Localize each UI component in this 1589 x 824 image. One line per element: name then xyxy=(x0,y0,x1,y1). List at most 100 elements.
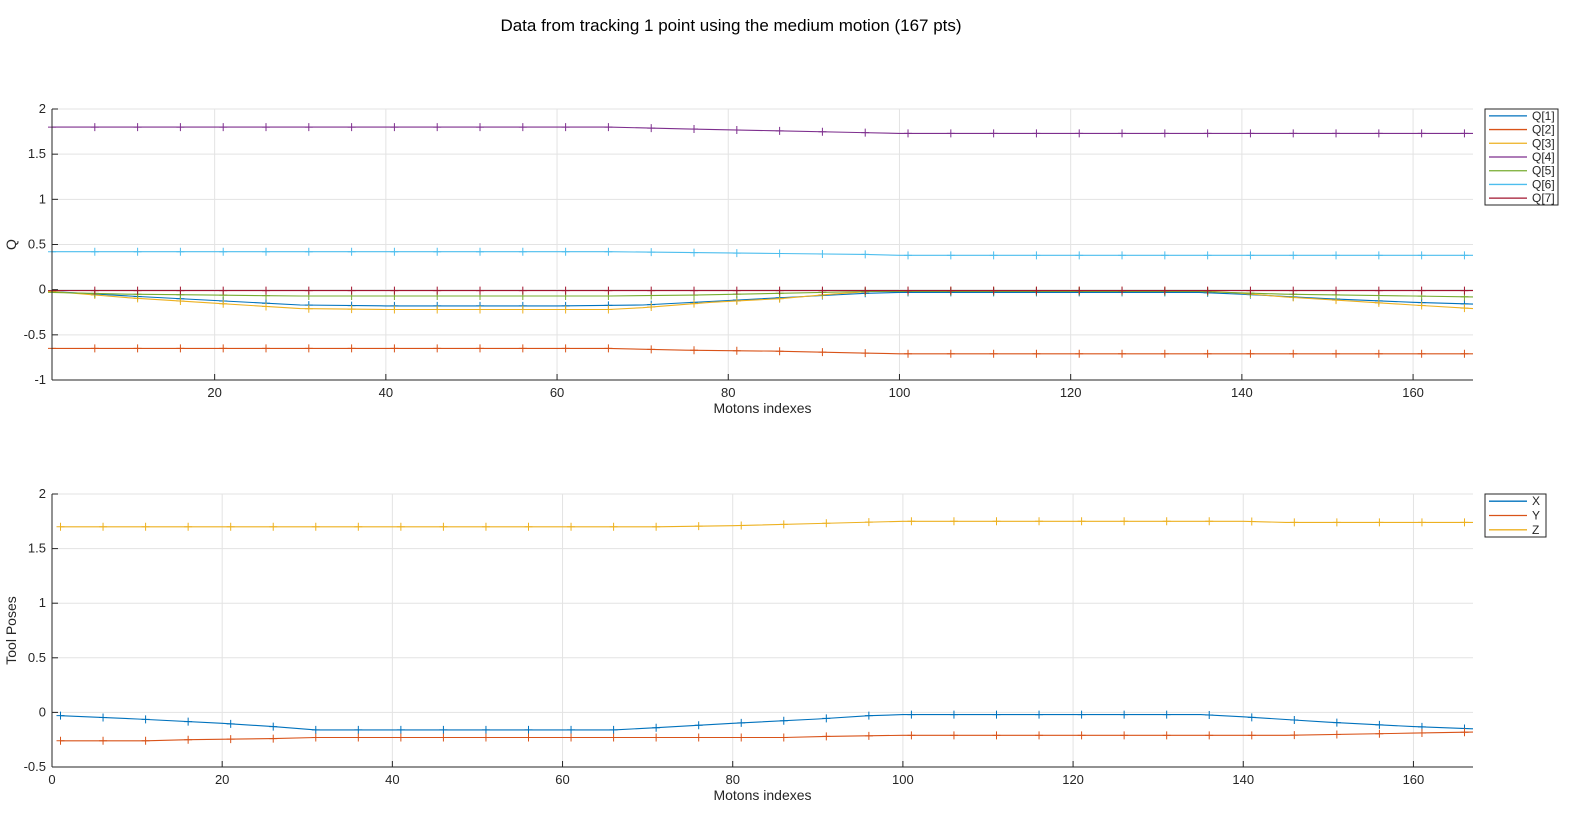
data-point-marker xyxy=(1118,251,1127,260)
data-point-marker xyxy=(476,123,485,132)
data-point-marker xyxy=(1290,716,1299,725)
data-point-marker xyxy=(690,286,699,295)
data-point-marker xyxy=(1460,304,1469,313)
data-point-marker xyxy=(1289,251,1298,260)
data-point-marker xyxy=(1205,517,1214,526)
data-point-marker xyxy=(604,305,613,314)
data-point-marker xyxy=(1332,730,1341,739)
data-point-marker xyxy=(1118,349,1127,358)
data-point-marker xyxy=(946,349,955,358)
data-point-marker xyxy=(1417,129,1426,138)
y-tick-label: -0.5 xyxy=(24,327,46,342)
data-point-marker xyxy=(1032,286,1041,295)
series-line-Z xyxy=(60,520,1473,528)
data-point-marker xyxy=(476,344,485,353)
data-point-marker xyxy=(184,735,193,744)
data-point-marker xyxy=(1374,286,1383,295)
x-tick-label: 120 xyxy=(1060,385,1082,400)
data-point-marker xyxy=(262,344,271,353)
data-point-marker xyxy=(1332,251,1341,260)
data-point-marker xyxy=(907,710,916,719)
data-point-marker xyxy=(647,248,656,257)
data-point-marker xyxy=(989,349,998,358)
x-tick-label: 140 xyxy=(1232,772,1254,787)
data-point-marker xyxy=(311,725,320,734)
data-point-marker xyxy=(907,731,916,740)
x-tick-label: 0 xyxy=(48,772,55,787)
data-point-marker xyxy=(1160,129,1169,138)
y-axis-label: Q xyxy=(3,239,19,250)
data-point-marker xyxy=(90,344,99,353)
data-point-marker xyxy=(732,249,741,258)
data-point-marker xyxy=(99,736,108,745)
data-point-marker xyxy=(1162,517,1171,526)
data-point-marker xyxy=(433,247,442,256)
series-Y xyxy=(56,728,1474,745)
data-point-marker xyxy=(133,286,142,295)
data-point-marker xyxy=(775,126,784,135)
data-point-marker xyxy=(176,286,185,295)
data-point-marker xyxy=(1246,129,1255,138)
data-point-marker xyxy=(904,349,913,358)
y-tick-label: 0 xyxy=(39,282,46,297)
data-point-marker xyxy=(1075,286,1084,295)
x-tick-label: 120 xyxy=(1062,772,1084,787)
data-point-marker xyxy=(1290,518,1299,527)
data-point-marker xyxy=(1460,728,1469,737)
data-point-marker xyxy=(1374,251,1383,260)
data-point-marker xyxy=(1077,731,1086,740)
data-point-marker xyxy=(1160,349,1169,358)
series-Q[4] xyxy=(48,123,1473,138)
data-point-marker xyxy=(904,251,913,260)
x-tick-label: 140 xyxy=(1231,385,1253,400)
series-X xyxy=(56,710,1474,734)
data-point-marker xyxy=(1417,251,1426,260)
series-Z xyxy=(56,517,1473,531)
data-point-marker xyxy=(56,736,65,745)
data-point-marker xyxy=(946,286,955,295)
data-point-marker xyxy=(561,247,570,256)
data-point-marker xyxy=(390,123,399,132)
series-Q[7] xyxy=(48,286,1473,295)
data-point-marker xyxy=(1075,251,1084,260)
data-point-marker xyxy=(822,519,831,528)
data-point-marker xyxy=(219,123,228,132)
data-point-marker xyxy=(90,286,99,295)
x-tick-label: 100 xyxy=(889,385,911,400)
legend-label: Q[3] xyxy=(1532,136,1555,150)
legend-label: Q[2] xyxy=(1532,123,1555,137)
data-point-marker xyxy=(822,714,831,723)
data-point-marker xyxy=(864,518,873,527)
data-point-marker xyxy=(861,250,870,259)
data-point-marker xyxy=(219,299,228,308)
data-point-marker xyxy=(476,305,485,314)
data-point-marker xyxy=(567,522,576,531)
data-point-marker xyxy=(1077,517,1086,526)
data-point-marker xyxy=(1203,349,1212,358)
data-point-marker xyxy=(226,719,235,728)
data-point-marker xyxy=(609,522,618,531)
data-point-marker xyxy=(1460,518,1469,527)
data-point-marker xyxy=(56,522,65,531)
data-point-marker xyxy=(347,344,356,353)
data-point-marker xyxy=(1332,349,1341,358)
data-point-marker xyxy=(1032,251,1041,260)
data-point-marker xyxy=(1332,718,1341,727)
legend: Q[1]Q[2]Q[3]Q[4]Q[5]Q[6]Q[7] xyxy=(1484,108,1559,206)
data-point-marker xyxy=(1246,349,1255,358)
data-point-marker xyxy=(822,732,831,741)
data-point-marker xyxy=(1032,349,1041,358)
data-point-marker xyxy=(176,123,185,132)
data-point-marker xyxy=(1203,251,1212,260)
data-point-marker xyxy=(647,303,656,312)
data-point-marker xyxy=(262,286,271,295)
y-tick-label: 2 xyxy=(39,101,46,116)
data-point-marker xyxy=(864,711,873,720)
data-point-marker xyxy=(518,344,527,353)
data-point-marker xyxy=(347,286,356,295)
x-tick-label: 40 xyxy=(379,385,393,400)
data-point-marker xyxy=(99,713,108,722)
data-point-marker xyxy=(141,715,150,724)
data-point-marker xyxy=(904,129,913,138)
data-point-marker xyxy=(226,522,235,531)
